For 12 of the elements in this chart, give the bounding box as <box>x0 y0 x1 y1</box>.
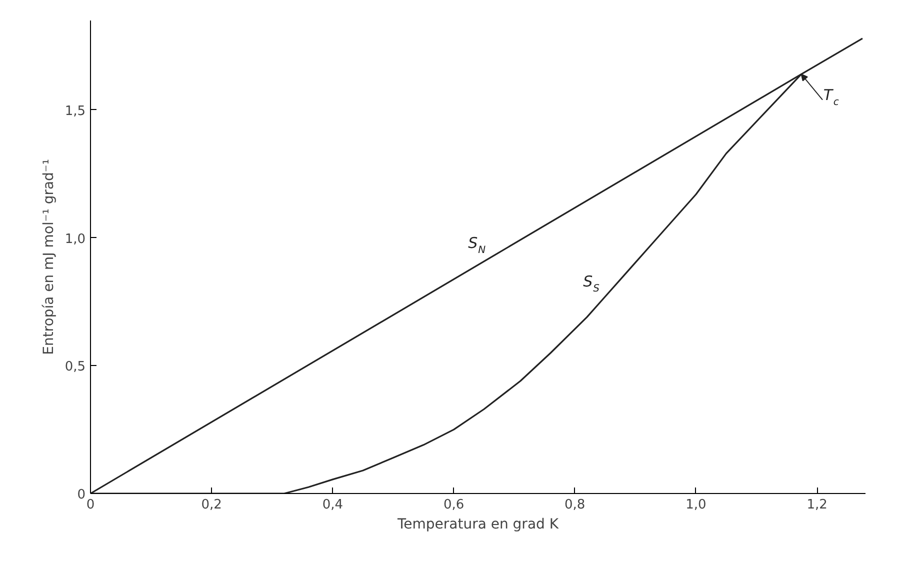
x-axis-title: Temperatura en grad K <box>396 516 560 532</box>
y-tick-label: 1,5 <box>64 104 86 119</box>
x-tick-label: 0,2 <box>201 498 222 512</box>
y-tick-label: 0 <box>77 488 86 502</box>
x-tick-label: 1,2 <box>806 498 828 512</box>
y-axis-title: Entropía en mJ mol⁻¹ grad⁻¹ <box>40 159 57 355</box>
x-tick-label: 1,0 <box>686 498 706 512</box>
x-tick-label: 0,8 <box>564 498 586 512</box>
y-tick-label: 0,5 <box>64 360 86 375</box>
x-tick-label: 0,4 <box>322 498 344 512</box>
y-tick-label: 1,0 <box>64 232 86 247</box>
x-tick-label: 0,6 <box>443 498 464 512</box>
